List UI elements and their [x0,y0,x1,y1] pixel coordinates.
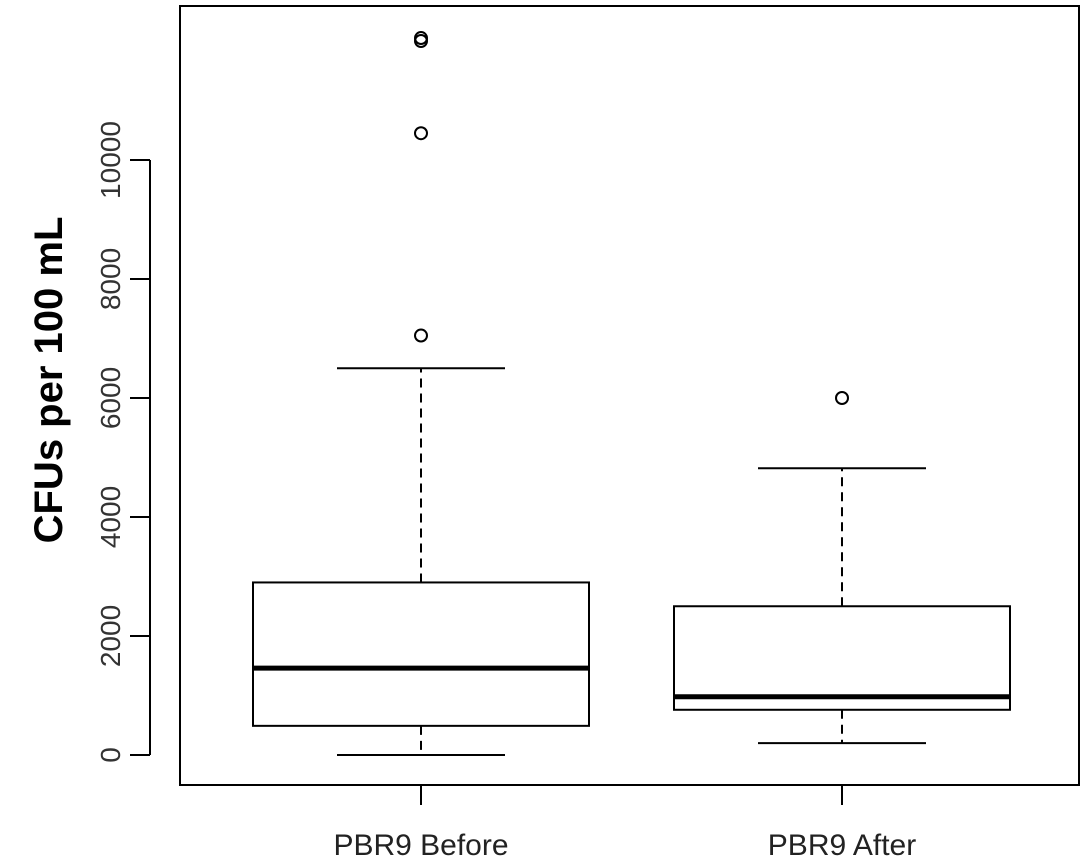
outlier-point [414,31,428,46]
box-group [252,31,590,756]
y-tick-label: 0 [95,747,126,763]
y-tick-label: 2000 [95,605,126,667]
box-group [673,391,1011,745]
iqr-box [673,605,1011,711]
outlier-point [414,328,428,343]
outlier-point [835,391,849,405]
y-tick-label: 6000 [95,367,126,429]
y-tick-label: 10000 [95,121,126,199]
category-labels: PBR9 Before PBR9 After [333,785,916,860]
iqr-box [252,581,590,727]
y-axis-title: CFUs per 100 mL [27,217,71,544]
category-label: PBR9 Before [333,829,508,860]
outlier-point [414,126,428,141]
y-tick-label: 8000 [95,248,126,310]
boxes [252,31,1011,756]
category-label: PBR9 After [768,829,916,860]
y-tick-label: 4000 [95,486,126,548]
axes: 0 2000 4000 6000 8000 10000 [95,5,1080,786]
